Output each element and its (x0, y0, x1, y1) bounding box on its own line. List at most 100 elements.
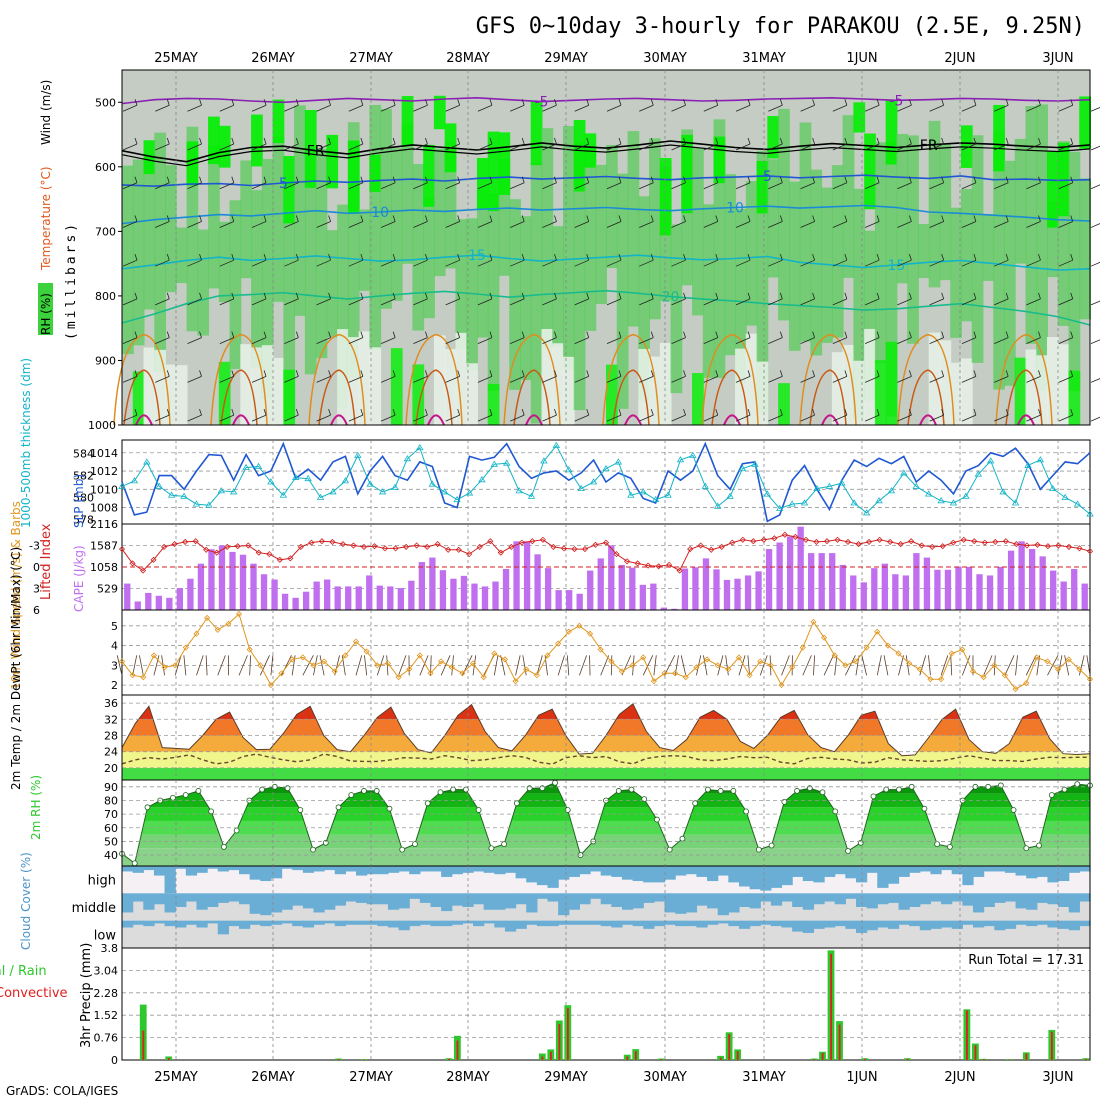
wind-marker (661, 670, 668, 677)
cape-bar (281, 593, 289, 610)
wind-barb (928, 655, 931, 676)
wind-barb (316, 375, 331, 383)
date-axis-bottom: 25MAY 26MAY 27MAY 28MAY 29MAY 30MAY 31MAY 1JUN 2… (154, 1070, 1073, 1085)
wind-marker (640, 654, 647, 661)
cloud-bar (621, 920, 634, 925)
cloud-bar (153, 866, 166, 876)
cloud-bar (366, 920, 378, 925)
wind-barb (270, 655, 274, 676)
rh-marker (208, 808, 215, 815)
bl-isotherm (1017, 414, 1035, 426)
cape-bar (660, 607, 668, 610)
rh-streak-bright (283, 156, 296, 224)
wind-barb (779, 215, 783, 222)
wind-marker (778, 682, 785, 689)
cloud-bar (983, 920, 995, 927)
wind-barb (542, 337, 557, 345)
rh-marker (1074, 781, 1081, 787)
wind-marker (863, 644, 870, 651)
rh-streak-bright (283, 369, 296, 425)
rh-marker (475, 807, 482, 813)
wind-barb (445, 337, 460, 345)
cloud-bar (707, 893, 719, 909)
rh-streak-bright (272, 99, 285, 144)
rh-streak (874, 142, 887, 363)
wind-barb (832, 337, 848, 345)
wind-barb (554, 331, 557, 338)
wind-barb (316, 298, 331, 306)
wind-barb (759, 655, 768, 676)
wind-barb (440, 655, 451, 676)
rh-streak (778, 108, 790, 321)
precip-conv-bar (966, 1010, 968, 1060)
cloud-bar (792, 866, 804, 877)
rh-streak (315, 148, 328, 359)
rh-streak-dry (240, 344, 253, 425)
cloud-bar (962, 866, 974, 886)
wind-marker (469, 660, 477, 667)
wind-barb (618, 99, 622, 106)
wind-marker (927, 676, 934, 683)
wind-barb (876, 176, 880, 183)
isotherm-label: FR (920, 138, 938, 154)
wind-barb (929, 104, 944, 112)
wind-barb (477, 414, 493, 422)
rh-streak (530, 162, 543, 424)
wind-barb (1058, 182, 1073, 190)
cape-bar (439, 570, 447, 610)
wind-marker (672, 670, 679, 677)
rh-streak (982, 214, 995, 281)
date-label-top: 3JUN (1042, 51, 1073, 66)
li-line (121, 534, 1091, 572)
wind-barb (392, 215, 396, 222)
rh-streak-dry (251, 347, 263, 425)
cloud-bar (866, 920, 878, 931)
wind-barb (196, 655, 204, 676)
rh-streak-bright (767, 116, 780, 159)
li-marker (676, 567, 683, 574)
li-marker (645, 562, 652, 569)
rh-marker (1010, 807, 1017, 813)
wind-barb (510, 298, 525, 306)
cloud-bar (1058, 893, 1070, 907)
cloud-bar (1058, 866, 1070, 882)
cloud-bar (515, 866, 527, 879)
wind-barb (1005, 176, 1009, 183)
cloud-bar (313, 893, 325, 913)
rh-marker (1048, 792, 1055, 798)
cloud-bar (558, 893, 570, 916)
wind-barb (392, 99, 396, 106)
cape-tick-label: 529 (97, 583, 118, 596)
bl-isotherm (415, 369, 453, 426)
wind-barb (883, 655, 889, 676)
rh-streak-dry (272, 357, 285, 425)
wind-barb (768, 259, 783, 267)
wind-barb (500, 655, 506, 676)
rh-marker (1036, 842, 1042, 849)
wind-barb (302, 655, 314, 676)
wind-barb (941, 331, 945, 338)
wind-barb (876, 408, 880, 416)
wind-barb (909, 176, 912, 183)
rh-marker (704, 786, 711, 793)
cloud-bar (728, 920, 740, 927)
rh-streak (735, 208, 747, 384)
wind-barb (425, 99, 428, 106)
date-label-top: 28MAY (446, 51, 490, 66)
thickness-marker (962, 492, 970, 499)
temp-band (122, 735, 1090, 752)
precip-conv-bar (363, 1059, 366, 1060)
panel-frame (121, 69, 1091, 426)
wind-marker (289, 656, 296, 663)
rh-marker (615, 788, 622, 794)
rh-tick-label: 60 (104, 822, 118, 835)
wind-barb (876, 137, 880, 145)
rh-marker (348, 792, 355, 798)
wind-barb (542, 143, 557, 151)
wind-tick-label: 2 (111, 679, 118, 692)
cape-bar (587, 570, 594, 610)
wind-marker (416, 652, 423, 659)
rh-streak (261, 158, 274, 399)
wind-barb (1038, 99, 1041, 106)
rh-streak-bright (853, 102, 866, 133)
